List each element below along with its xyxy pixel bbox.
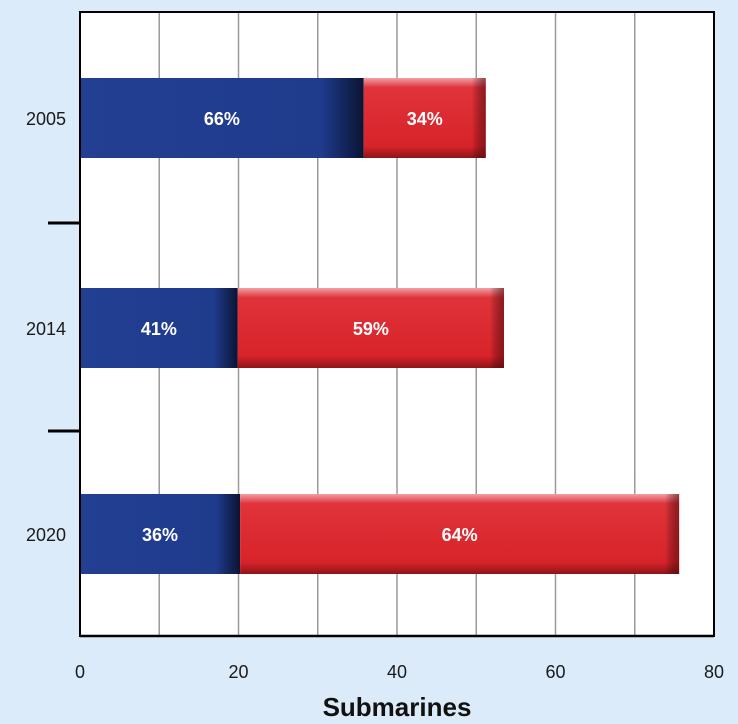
bar-segment <box>80 78 364 158</box>
labels: 66% 34% 2005 41% 59% 2014 36% 64% 2020 0 20 40 60 80 <box>26 109 724 682</box>
bar-segment <box>80 494 241 574</box>
bar-segment <box>240 494 680 574</box>
bar-segment <box>363 78 486 158</box>
bar-value-label: 34% <box>407 109 443 129</box>
x-axis-title: Submarines <box>323 692 472 722</box>
x-tick-label: 0 <box>75 662 85 682</box>
bar-edge-shade <box>471 78 486 158</box>
y-tick-label: 2005 <box>26 109 66 129</box>
bar-value-label: 66% <box>204 109 240 129</box>
bar-value-label: 41% <box>141 319 177 339</box>
bar-edge-shade <box>489 288 504 368</box>
y-tick-label: 2020 <box>26 525 66 545</box>
x-tick-label: 40 <box>387 662 407 682</box>
bar-edge-shade <box>665 494 680 574</box>
x-tick-label: 20 <box>228 662 248 682</box>
bar-value-label: 36% <box>142 525 178 545</box>
bar-value-label: 64% <box>442 525 478 545</box>
x-tick-label: 80 <box>704 662 724 682</box>
bar-value-label: 59% <box>353 319 389 339</box>
bar-segment <box>237 288 504 368</box>
x-tick-label: 60 <box>545 662 565 682</box>
axes <box>48 11 715 638</box>
y-tick-label: 2014 <box>26 319 66 339</box>
bar-segment <box>80 288 238 368</box>
bars <box>80 78 680 574</box>
